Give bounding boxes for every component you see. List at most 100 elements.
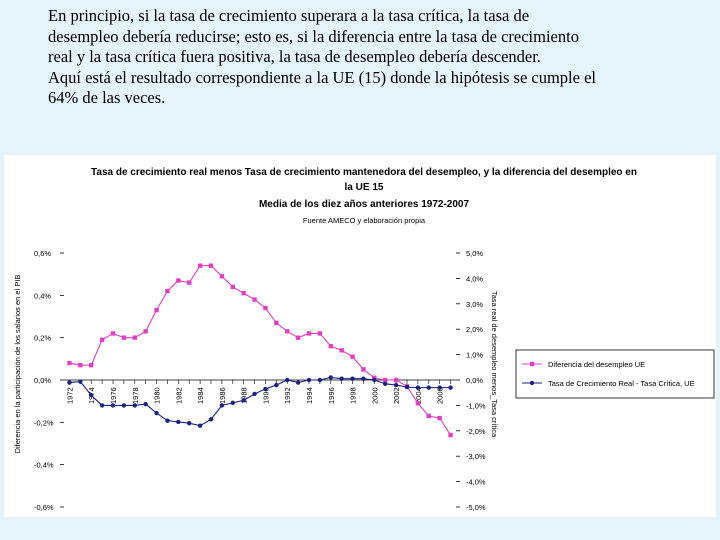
- unemployment-difference-marker: [154, 307, 159, 313]
- unemployment-difference-marker: [197, 263, 203, 268]
- growth-minus-critical-marker: [263, 386, 268, 392]
- right-axis-tick-label: 2,0%: [466, 325, 483, 334]
- left-axis-tick-label: -0,4%: [34, 461, 54, 470]
- intro-line-3: real y la tasa crítica fuera positiva, l…: [48, 47, 541, 66]
- x-axis-tick-label: 1988: [240, 387, 249, 404]
- unemployment-difference-marker: [393, 377, 399, 383]
- unemployment-difference-marker: [274, 320, 279, 326]
- x-axis-tick-label: 1972: [65, 387, 74, 404]
- x-axis-tick-label: 1986: [218, 387, 227, 404]
- intro-line-1: En principio, si la tasa de crecimiento …: [48, 6, 530, 25]
- right-axis-tick-label: 5,0%: [466, 249, 483, 258]
- unemployment-difference-marker: [110, 331, 116, 336]
- unemployment-difference-marker: [230, 284, 235, 290]
- left-axis-tick-label: -0,2%: [34, 418, 54, 427]
- growth-minus-critical-marker: [78, 379, 83, 384]
- chart-title-line-2: la UE 15: [345, 182, 384, 193]
- right-axis-tick-label: 4,0%: [466, 274, 483, 283]
- growth-minus-critical-marker: [285, 377, 290, 383]
- growth-minus-critical-marker: [393, 382, 399, 388]
- intro-line-4: Aquí está el resultado correspondiente a…: [48, 67, 596, 87]
- growth-minus-critical-marker: [132, 403, 137, 408]
- growth-minus-critical-marker: [448, 385, 453, 390]
- legend-swatch-marker: [530, 361, 535, 367]
- right-axis-tick-label: 0,0%: [466, 376, 483, 385]
- growth-minus-critical-marker: [350, 376, 355, 381]
- unemployment-difference-marker: [285, 329, 290, 334]
- unemployment-difference-marker: [89, 362, 94, 368]
- right-axis-tick-label: 1,0%: [466, 351, 483, 360]
- right-axis-tick-label: -5,0%: [466, 503, 486, 512]
- growth-minus-critical-marker: [306, 377, 312, 383]
- growth-minus-critical-marker: [143, 401, 148, 407]
- x-axis-tick-label: 1992: [283, 387, 292, 404]
- x-axis-tick-label: 2006: [436, 387, 445, 404]
- unemployment-difference-marker: [437, 415, 442, 421]
- unemployment-difference-marker: [143, 329, 148, 334]
- unemployment-difference-marker: [350, 354, 355, 359]
- x-axis-tick-label: 1994: [305, 387, 314, 404]
- unemployment-difference-line: [69, 265, 452, 436]
- x-axis-tick-label: 2002: [392, 387, 401, 404]
- left-axis-title: Diferencia en la participación de los sa…: [13, 275, 22, 454]
- right-axis-tick-label: -1,0%: [466, 401, 486, 410]
- x-axis-tick-label: 1996: [327, 387, 336, 404]
- growth-minus-critical-marker: [241, 398, 246, 403]
- growth-minus-critical-marker: [274, 382, 279, 388]
- growth-minus-critical-marker: [219, 403, 225, 408]
- growth-minus-critical-marker: [339, 376, 344, 381]
- left-axis-tick-label: -0,6%: [34, 503, 54, 512]
- unemployment-difference-marker: [176, 278, 181, 283]
- right-axis-tick-label: -4,0%: [466, 478, 486, 487]
- growth-minus-critical-marker: [110, 403, 116, 408]
- growth-minus-critical-marker: [187, 420, 192, 426]
- x-axis-tick-label: 2000: [370, 387, 379, 404]
- left-axis-tick-label: 0,6%: [34, 249, 51, 258]
- x-axis-tick-label: 1980: [153, 387, 162, 404]
- chart-source: Fuente AMECO y elaboración propia: [303, 216, 426, 225]
- legend-entry-label: Diferencia del desempleo UE: [548, 360, 645, 369]
- x-axis-tick-label: 1982: [174, 387, 183, 404]
- intro-text: En principio, si la tasa de crecimiento …: [48, 6, 708, 109]
- x-axis-tick-label: 2004: [414, 387, 423, 404]
- growth-minus-critical-marker: [89, 393, 94, 398]
- growth-minus-critical-marker: [176, 419, 181, 425]
- left-axis-tick-label: 0,0%: [34, 376, 51, 385]
- plot-area: 0,6% 0,4% 0,2% 0,0% -0,2% -0,4% -0,6% 5,0% 4,0% 3…: [13, 249, 499, 512]
- growth-minus-critical-marker: [415, 385, 421, 390]
- unemployment-difference-marker: [339, 348, 344, 353]
- growth-minus-critical-marker: [426, 385, 431, 390]
- legend-box: [515, 349, 715, 399]
- growth-minus-critical-marker: [295, 380, 301, 385]
- unemployment-difference-marker: [295, 335, 301, 340]
- right-axis-title: Tasa real de desempleo menos_Tasa crític…: [490, 291, 499, 438]
- growth-minus-critical-marker: [437, 385, 442, 390]
- growth-minus-critical-marker: [208, 417, 214, 422]
- growth-minus-critical-marker: [165, 418, 170, 423]
- chart-title-line-3: Media de los diez años anteriores 1972-2…: [259, 199, 470, 210]
- x-axis-tick-label: 1998: [349, 387, 358, 404]
- unemployment-difference-marker: [165, 288, 170, 294]
- right-axis-tick-label: -2,0%: [466, 427, 486, 436]
- unemployment-difference-marker: [132, 335, 137, 340]
- x-axis-tick-label: 1978: [131, 387, 140, 404]
- unemployment-difference-marker: [426, 413, 431, 419]
- legend: Diferencia del desempleo UE Tasa de Creci…: [515, 349, 715, 399]
- unemployment-difference-marker: [317, 331, 323, 336]
- intro-line-5: 64% de las veces.: [48, 88, 166, 107]
- growth-minus-critical-marker: [197, 423, 203, 428]
- unemployment-difference-marker: [241, 291, 246, 296]
- unemployment-difference-marker: [67, 360, 72, 366]
- x-axis-tick-label: 1976: [109, 387, 118, 404]
- unemployment-difference-marker: [448, 432, 453, 438]
- growth-minus-critical-marker: [154, 410, 159, 416]
- right-axis-tick-label: 3,0%: [466, 300, 483, 309]
- growth-minus-critical-marker: [372, 377, 377, 383]
- unemployment-difference-marker: [328, 343, 333, 349]
- growth-minus-critical-marker: [328, 375, 333, 380]
- growth-minus-critical-marker: [121, 403, 127, 408]
- left-axis-tick-label: 0,4%: [34, 291, 51, 300]
- growth-minus-critical-marker: [383, 381, 388, 387]
- growth-minus-critical-marker: [317, 377, 323, 383]
- unemployment-difference-marker: [383, 377, 388, 383]
